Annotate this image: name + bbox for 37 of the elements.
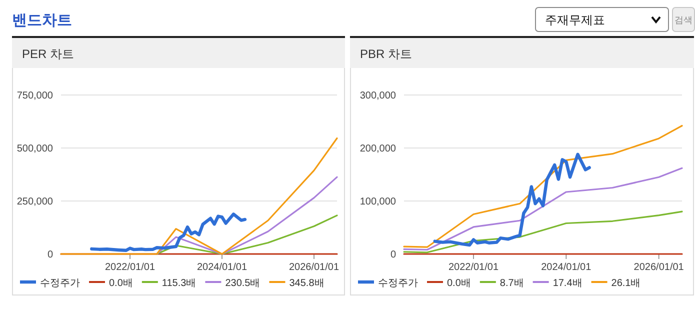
y-tick-label: 500,000 bbox=[16, 144, 54, 154]
y-tick-label: 750,000 bbox=[16, 90, 54, 102]
legend-label: 0.0배 bbox=[447, 278, 471, 289]
x-tick-label: 2024/01/01 bbox=[541, 262, 592, 273]
text: 밴드차트 bbox=[12, 12, 72, 29]
legend-label: 8.7배 bbox=[500, 278, 524, 289]
y-tick-label: 250,000 bbox=[16, 196, 54, 208]
legend-label: 0.0배 bbox=[109, 278, 133, 289]
text: 주재무제표 bbox=[545, 13, 605, 27]
line-series bbox=[90, 212, 247, 252]
line-series bbox=[403, 210, 683, 254]
line-series bbox=[156, 176, 338, 255]
x-tick-label: 2022/01/01 bbox=[448, 262, 499, 273]
line-series bbox=[60, 137, 338, 255]
button: 검색 bbox=[672, 7, 695, 32]
y-tick-label: 100,000 bbox=[360, 196, 396, 208]
x-tick-label: 2024/01/01 bbox=[196, 262, 248, 273]
y-tick-label: 0 bbox=[390, 250, 396, 260]
legend-label: 수정주가 bbox=[40, 278, 80, 289]
y-tick-label: 200,000 bbox=[360, 144, 396, 154]
y-tick-label: 300,000 bbox=[360, 90, 396, 102]
line-series bbox=[433, 152, 591, 247]
line-series bbox=[403, 167, 683, 251]
x-tick-label: 2026/01/01 bbox=[634, 262, 684, 273]
legend-label: 115.3배 bbox=[162, 278, 196, 289]
legend-label: 26.1배 bbox=[611, 278, 641, 289]
y-tick-label: 0 bbox=[47, 250, 54, 260]
chart-title: PBR 차트 bbox=[360, 47, 412, 61]
chart-title: PER 차트 bbox=[22, 47, 74, 61]
legend-label: 수정주가 bbox=[378, 278, 418, 289]
legend-label: 17.4배 bbox=[552, 278, 582, 289]
legend-label: 230.5배 bbox=[225, 278, 260, 289]
line-series bbox=[403, 124, 683, 248]
x-tick-label: 2026/01/01 bbox=[288, 262, 340, 273]
legend-label: 345.8배 bbox=[289, 278, 324, 289]
line-series bbox=[156, 214, 338, 255]
x-tick-label: 2022/01/01 bbox=[104, 262, 156, 273]
